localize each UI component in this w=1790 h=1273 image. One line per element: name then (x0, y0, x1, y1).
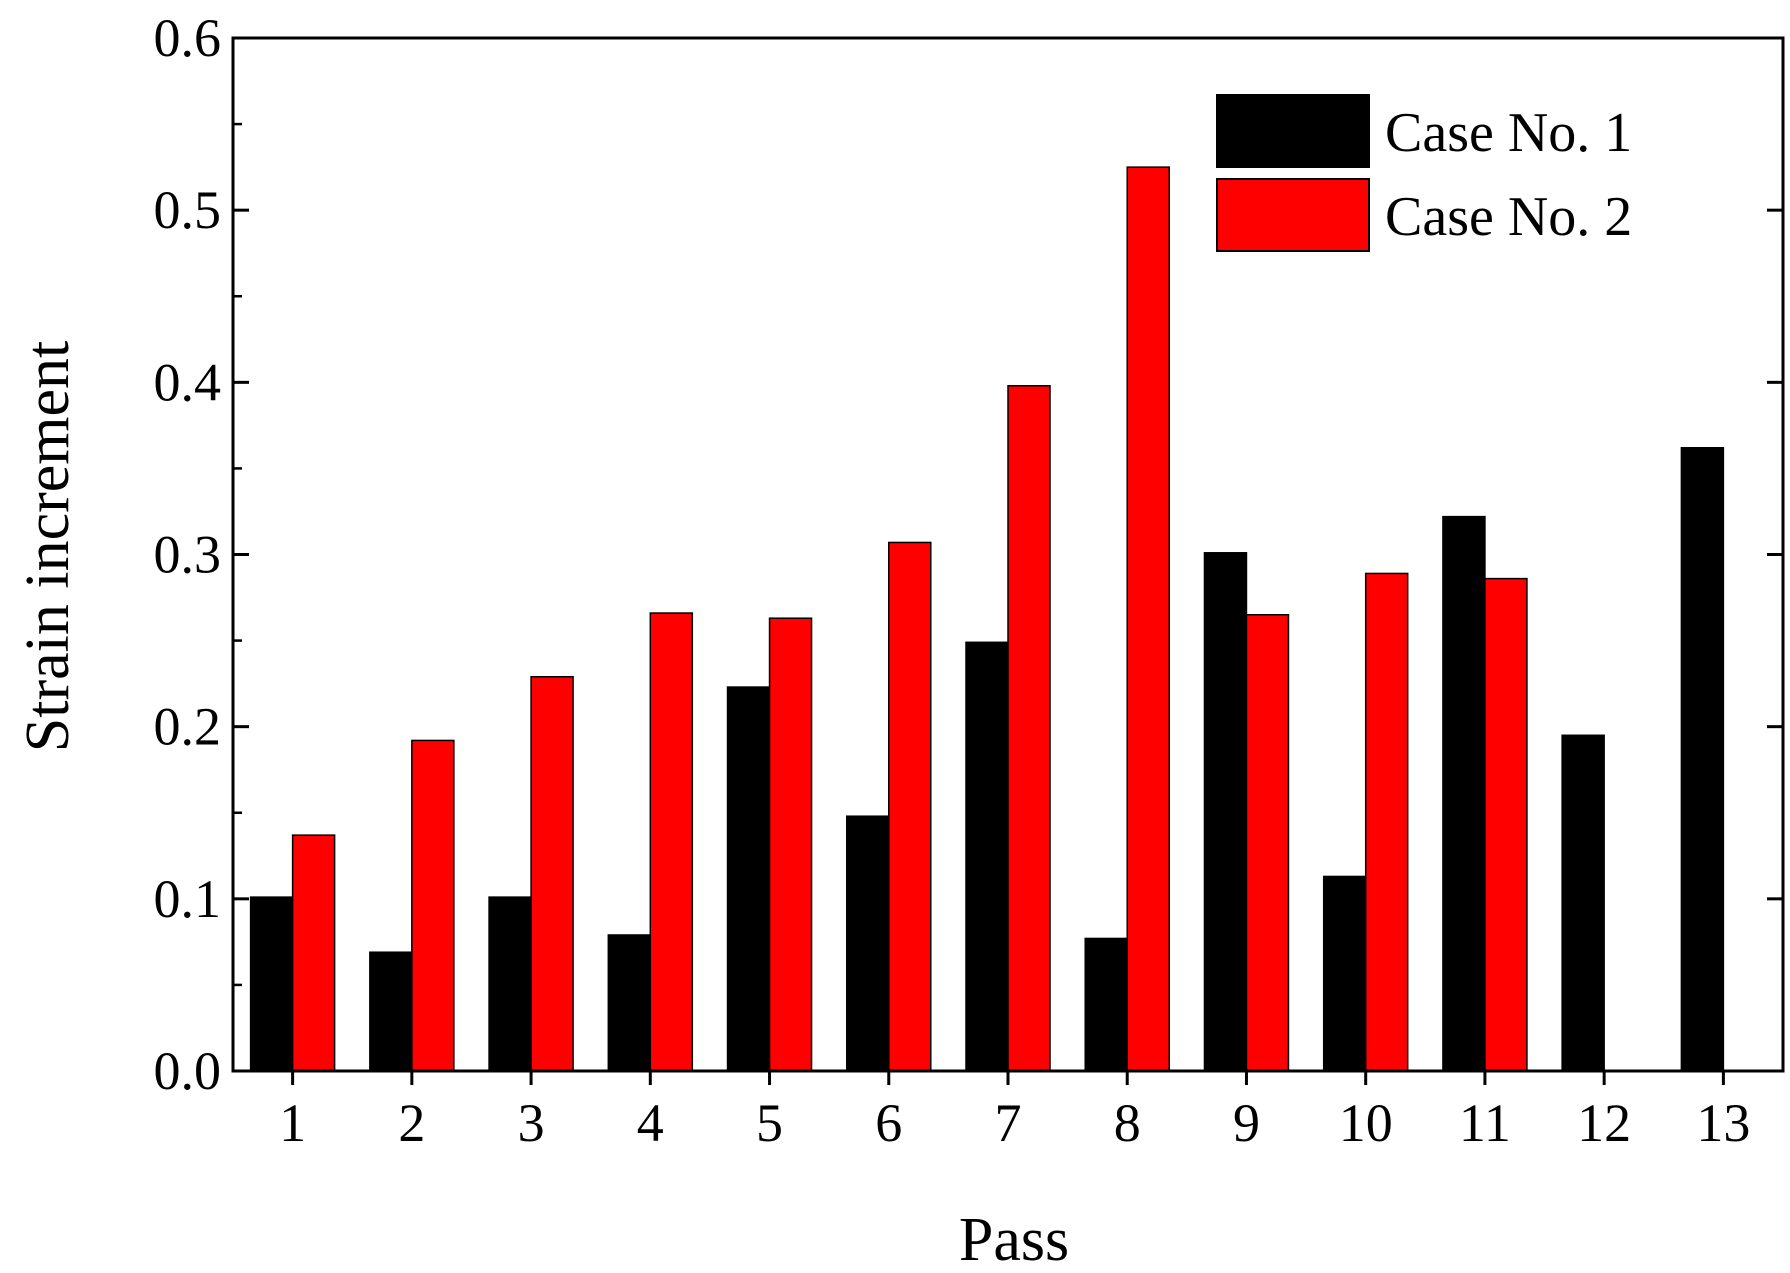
x-tick-label: 4 (637, 1093, 664, 1153)
bar-series-2-pass-3 (530, 675, 574, 1072)
x-tick-label: 1 (279, 1093, 306, 1153)
x-tick-label: 6 (875, 1093, 902, 1153)
bar-series-2-pass-5 (768, 617, 813, 1072)
x-tick-label: 9 (1233, 1093, 1260, 1153)
legend: Case No. 1 Case No. 2 (1216, 94, 1632, 252)
bar-series-2-pass-7 (1007, 385, 1051, 1072)
y-tick-label: 0.5 (154, 180, 222, 240)
legend-swatch-2 (1216, 178, 1370, 252)
bar-series-2-pass-11 (1484, 577, 1528, 1072)
x-tick-label: 7 (995, 1093, 1022, 1153)
x-tick-label: 10 (1339, 1093, 1393, 1153)
bar-series-1-pass-3 (488, 896, 532, 1072)
bar-series-1-pass-9 (1203, 552, 1248, 1072)
bar-series-1-pass-12 (1561, 734, 1605, 1072)
x-axis-title: Pass (959, 1206, 1069, 1273)
legend-swatch-1 (1216, 94, 1370, 168)
bar-series-2-pass-1 (291, 834, 336, 1072)
y-axis-title: Strain increment (14, 341, 82, 752)
bar-series-1-pass-6 (846, 815, 890, 1072)
bar-series-2-pass-10 (1364, 572, 1409, 1072)
bars-group (249, 166, 1725, 1072)
legend-label-2: Case No. 2 (1385, 186, 1632, 248)
x-axis: 1 2 3 4 5 6 7 8 9 10 11 12 13 (279, 1071, 1750, 1153)
bar-series-1-pass-13 (1680, 447, 1725, 1072)
bar-series-2-pass-2 (411, 739, 455, 1072)
legend-label-1: Case No. 1 (1385, 102, 1632, 164)
y-tick-label: 0.2 (154, 697, 222, 757)
bar-series-1-pass-7 (965, 641, 1009, 1072)
bar-series-1-pass-11 (1442, 515, 1486, 1072)
bar-series-1-pass-8 (1084, 937, 1128, 1072)
x-tick-label: 5 (756, 1093, 783, 1153)
y-tick-label: 0.3 (154, 525, 222, 585)
y-axis: 0.0 0.1 0.2 0.3 0.4 0.5 0.6 (154, 8, 1783, 1101)
bar-series-1-pass-4 (607, 934, 652, 1072)
bar-series-2-pass-9 (1245, 614, 1290, 1072)
x-tick-label: 13 (1696, 1093, 1750, 1153)
x-tick-label: 3 (518, 1093, 545, 1153)
x-tick-label: 11 (1459, 1093, 1511, 1153)
bar-series-1-pass-10 (1322, 875, 1367, 1072)
bar-series-2-pass-6 (888, 541, 932, 1072)
y-tick-label: 0.6 (154, 8, 222, 68)
y-tick-label: 0.0 (154, 1041, 222, 1101)
y-tick-label: 0.1 (154, 869, 222, 929)
x-tick-label: 8 (1114, 1093, 1141, 1153)
bar-series-1-pass-1 (249, 896, 294, 1072)
bar-series-2-pass-4 (649, 612, 694, 1072)
x-tick-label: 12 (1577, 1093, 1631, 1153)
y-tick-label: 0.4 (154, 352, 222, 412)
x-tick-label: 2 (398, 1093, 425, 1153)
bar-series-1-pass-5 (726, 686, 771, 1072)
bar-series-1-pass-2 (369, 951, 413, 1072)
bar-series-2-pass-8 (1126, 166, 1170, 1072)
